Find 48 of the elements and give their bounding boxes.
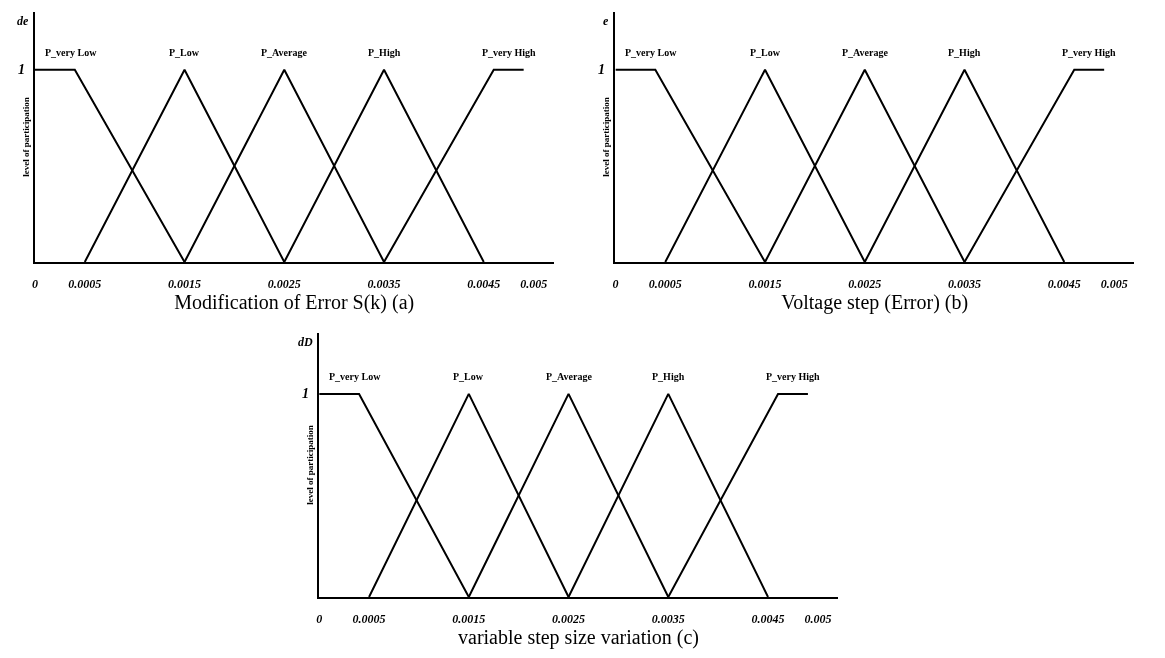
x-tick-label: 0.0045 [1047,277,1081,292]
series-label: P_Average [546,371,593,382]
series-label: P_High [368,47,401,58]
text: 1 [302,386,309,401]
series-label: P_Low [750,47,781,58]
series-label: P_Low [453,371,484,382]
x-tick-label: 0 [612,277,619,292]
x-tick-label: 0.005 [1100,277,1128,292]
x-tick-label: 0.0045 [467,277,501,292]
x-tick-label: 0.005 [804,612,832,627]
x-tick-label: 0.0035 [948,277,982,292]
x-tick-label: 0.0045 [751,612,785,627]
x-tick-label: 0.0005 [648,277,682,292]
series-label: P_very Low [625,47,678,58]
y-axis-title: level of participation [305,425,316,505]
series-label: P_very Low [329,371,382,382]
series-label: P_Average [261,47,308,58]
x-axis-title: variable step size variation (c) [458,626,700,650]
y-axis-title: level of participation [20,97,31,177]
series-label: P_Average [842,47,889,58]
text: de [17,14,29,28]
x-tick-label: 0.0015 [748,277,782,292]
text: 1 [598,62,605,77]
series-label: P_very High [766,371,821,382]
series-label: P_very High [482,47,537,58]
series-label: P_very High [1062,47,1117,58]
x-tick-label: 0.0015 [168,277,202,292]
x-axis-title: Voltage step (Error) (b) [781,291,969,315]
x-tick-label: 0.0005 [352,612,386,627]
x-axis-title: Modification of Error S(k) (a) [174,291,415,315]
series-label: P_Low [169,47,200,58]
text: 1 [18,62,25,77]
x-tick-label: 0 [31,277,38,292]
text: dD [298,335,313,349]
x-tick-label: 0.0005 [68,277,102,292]
x-tick-label: 0.0035 [651,612,685,627]
text: e [603,14,609,28]
x-tick-label: 0.0025 [267,277,301,292]
x-tick-label: 0.005 [520,277,548,292]
x-tick-label: 0.0025 [552,612,586,627]
y-axis-title: level of participation [601,97,612,177]
x-tick-label: 0.0025 [848,277,882,292]
series-label: P_very Low [45,47,98,58]
series-label: P_High [652,371,685,382]
x-tick-label: 0 [316,612,323,627]
series-label: P_High [948,47,981,58]
x-tick-label: 0.0015 [452,612,486,627]
x-tick-label: 0.0035 [367,277,401,292]
